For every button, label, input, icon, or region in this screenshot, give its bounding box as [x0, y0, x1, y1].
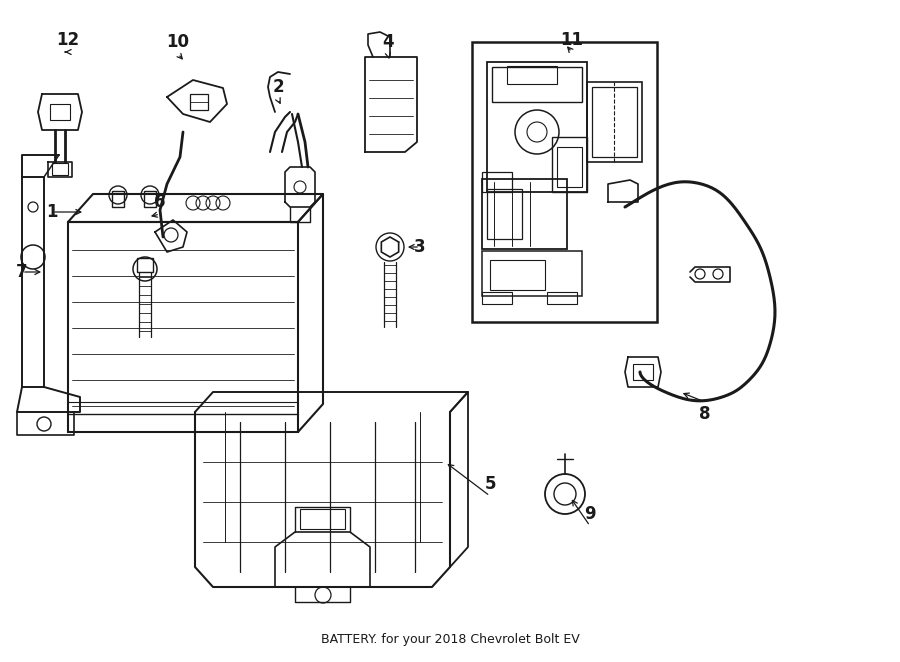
Text: 9: 9 [584, 505, 596, 523]
Text: 2: 2 [272, 78, 284, 96]
Bar [482, 172, 512, 192]
Bar [50, 104, 70, 120]
Bar [52, 163, 68, 175]
Bar [592, 87, 637, 157]
Bar [144, 191, 156, 207]
Text: 6: 6 [154, 193, 166, 211]
Bar [68, 222, 298, 432]
Bar [112, 191, 124, 207]
Bar [490, 260, 545, 290]
Text: 5: 5 [484, 475, 496, 493]
Bar [492, 67, 582, 102]
Bar [22, 177, 44, 387]
Bar [633, 364, 653, 380]
Bar [300, 509, 345, 529]
Bar [137, 258, 153, 272]
Text: 10: 10 [166, 33, 190, 51]
Text: 12: 12 [57, 31, 79, 49]
Bar [587, 82, 642, 162]
Text: 11: 11 [561, 31, 583, 49]
Bar [472, 42, 657, 322]
Bar [507, 66, 557, 84]
Bar [190, 94, 208, 110]
Bar [552, 137, 587, 192]
Bar [557, 147, 582, 187]
Bar [487, 62, 587, 192]
Text: 1: 1 [46, 203, 58, 221]
Bar [487, 189, 522, 239]
Text: 8: 8 [699, 405, 711, 423]
Bar [482, 251, 582, 296]
Bar [482, 179, 567, 249]
Text: 3: 3 [414, 238, 426, 256]
Text: 4: 4 [382, 33, 394, 51]
Text: 7: 7 [16, 263, 28, 281]
Bar [547, 292, 577, 304]
Text: BATTERY. for your 2018 Chevrolet Bolt EV: BATTERY. for your 2018 Chevrolet Bolt EV [320, 634, 580, 647]
Bar [482, 292, 512, 304]
